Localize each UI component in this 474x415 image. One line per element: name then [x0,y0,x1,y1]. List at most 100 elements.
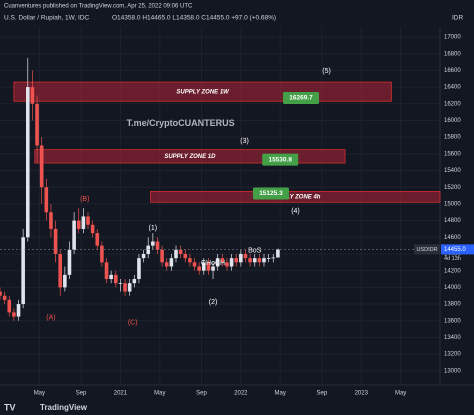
candle-body [76,220,81,229]
candle-body [39,145,44,188]
y-tick-label: 15800 [444,135,461,141]
candle-body [262,258,266,263]
x-tick-label: Sep [76,391,87,397]
zone-label: SUPPLY ZONE 1D [164,154,216,160]
brand: TradingView [40,403,88,412]
candle-body [271,257,276,259]
y-tick-label: 16800 [444,51,461,57]
candle-body [183,253,188,259]
wave-label: (2) [209,299,218,306]
currency: IDR [452,15,464,22]
countdown: 4d 13h [444,256,461,262]
candle-body [252,258,257,263]
wave-label: (B) [80,196,89,203]
y-tick-label: 16000 [444,118,461,124]
candle-body [188,258,192,263]
x-tick-label: 2022 [234,391,248,397]
candle-body [174,249,178,259]
y-tick-label: 15200 [444,185,461,191]
candle-body [141,253,146,259]
candle-body [197,266,201,271]
wave-label: (3) [240,138,249,145]
wave-label: (A) [46,315,55,322]
price-tag [262,153,299,166]
candle-body [234,258,239,263]
candle-body [206,262,211,271]
candle-body [123,283,127,292]
x-tick-label: Sep [196,391,207,397]
candle-body [215,258,220,267]
x-tick-label: Sep [317,391,328,397]
y-tick-label: 16200 [444,101,461,107]
candle-body [0,291,2,296]
x-tick-label: 2021 [114,391,128,397]
candle-body [160,249,164,263]
candle-body [169,258,174,267]
last-price-tag [441,244,474,255]
y-tick-label: 13200 [444,352,461,358]
candle-body [81,216,86,229]
candle-body [53,228,58,254]
candle-body [220,258,225,263]
candle-body [229,258,234,267]
candle-body [25,87,30,238]
candle-body [109,274,113,280]
price-tag [283,91,320,104]
x-tick-label: 2023 [355,391,369,397]
candle-body [7,299,12,313]
last-price-label: 14455.0 [444,247,466,253]
candle-body [146,245,151,254]
candle-body [243,253,248,259]
candle-body [35,103,39,146]
candle-body [211,266,215,271]
y-tick-label: 16600 [444,68,461,74]
y-tick-label: 13800 [444,302,461,308]
candle-body [155,241,160,250]
candle-body [21,237,25,305]
y-tick-label: 14400 [444,252,461,258]
publisher: Cuanventures published on TradingView.co… [4,4,193,10]
candle-body [192,262,197,267]
y-tick-label: 14000 [444,285,461,291]
candle-body [30,87,35,104]
price-tag-label: 15125.3 [259,190,283,197]
y-tick-label: 14800 [444,218,461,224]
candle-body [86,216,90,225]
candle-body [72,220,76,250]
wave-label: (1) [149,225,158,232]
candle-body [164,262,169,267]
candle-body [100,245,104,263]
candle-body [132,279,137,284]
wave-label: (5) [322,68,331,75]
candle-body [248,258,252,263]
price-tag-label: 16269.7 [289,95,313,102]
ohlc: O14358.0 H14465.0 L14358.0 C14455.0 +97.… [112,15,276,22]
candle-body [104,262,109,280]
candle-body [239,253,243,263]
candle-body [12,312,16,317]
wave-label: (C) [128,320,138,327]
candle-body [178,249,183,254]
candle-body [113,274,118,284]
watermark: T.me/CryptoCUANTERUS [127,118,235,128]
y-tick-label: 14600 [444,235,461,241]
candle-body [276,249,280,258]
symbol-tag [414,244,440,255]
candle-body [2,295,7,300]
candle-body [127,283,132,292]
candle-body [16,304,21,317]
y-tick-label: 14200 [444,268,461,274]
candle-body [137,258,141,280]
price-tag [252,187,289,200]
x-tick-label: May [34,391,45,397]
y-tick-label: 15400 [444,168,461,174]
price-tag-label: 15530.8 [268,156,292,163]
x-tick-label: May [154,391,165,397]
candle-body [201,262,206,271]
y-tick-label: 15600 [444,151,461,157]
y-tick-label: 16400 [444,85,461,91]
candle-body [266,258,271,259]
wave-label: BoS [248,247,262,254]
